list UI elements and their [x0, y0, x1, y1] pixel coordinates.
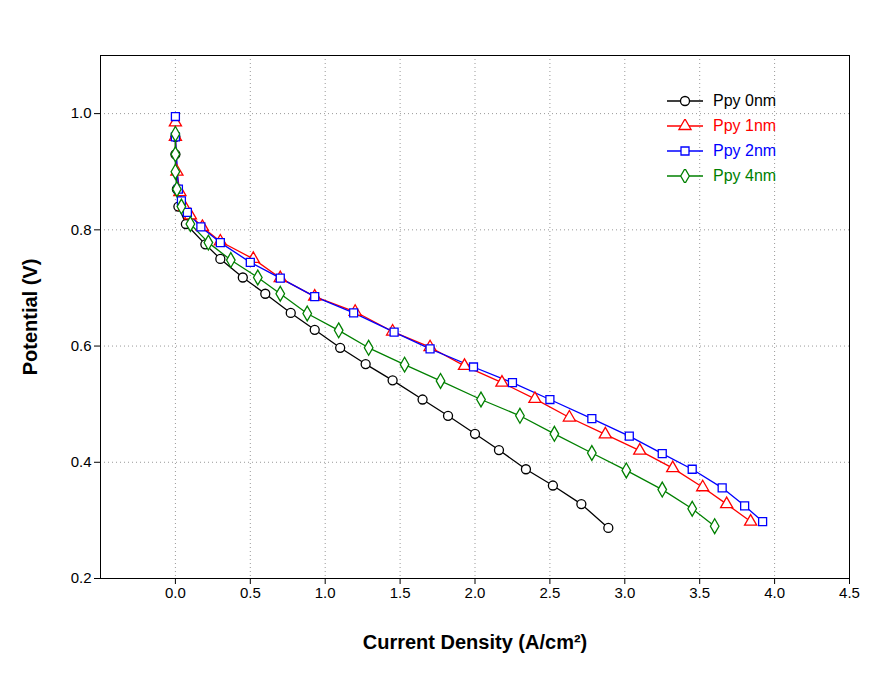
svg-text:2.5: 2.5: [539, 584, 560, 601]
svg-text:0.8: 0.8: [71, 221, 92, 238]
svg-text:Potential (V): Potential (V): [19, 259, 41, 376]
svg-text:3.5: 3.5: [689, 584, 710, 601]
svg-text:1.0: 1.0: [315, 584, 336, 601]
svg-text:0.2: 0.2: [71, 569, 92, 586]
svg-text:4.0: 4.0: [764, 584, 785, 601]
html-text:Ppy 2nm: Ppy 2nm: [713, 142, 777, 159]
svg-text:0.5: 0.5: [240, 584, 261, 601]
html-text:Ppy 1nm: Ppy 1nm: [713, 117, 777, 134]
html-text:Ppy 4nm: Ppy 4nm: [713, 167, 777, 184]
svg-text:1.0: 1.0: [71, 104, 92, 121]
svg-text:Current Density (A/cm²): Current Density (A/cm²): [363, 631, 587, 653]
svg-text:1.5: 1.5: [390, 584, 411, 601]
svg-text:0.4: 0.4: [71, 453, 92, 470]
svg-text:0.0: 0.0: [165, 584, 186, 601]
svg-text:3.0: 3.0: [614, 584, 635, 601]
html-text:Ppy 0nm: Ppy 0nm: [713, 92, 777, 109]
svg-text:0.6: 0.6: [71, 337, 92, 354]
svg-text:2.0: 2.0: [465, 584, 486, 601]
svg-text:4.5: 4.5: [839, 584, 860, 601]
